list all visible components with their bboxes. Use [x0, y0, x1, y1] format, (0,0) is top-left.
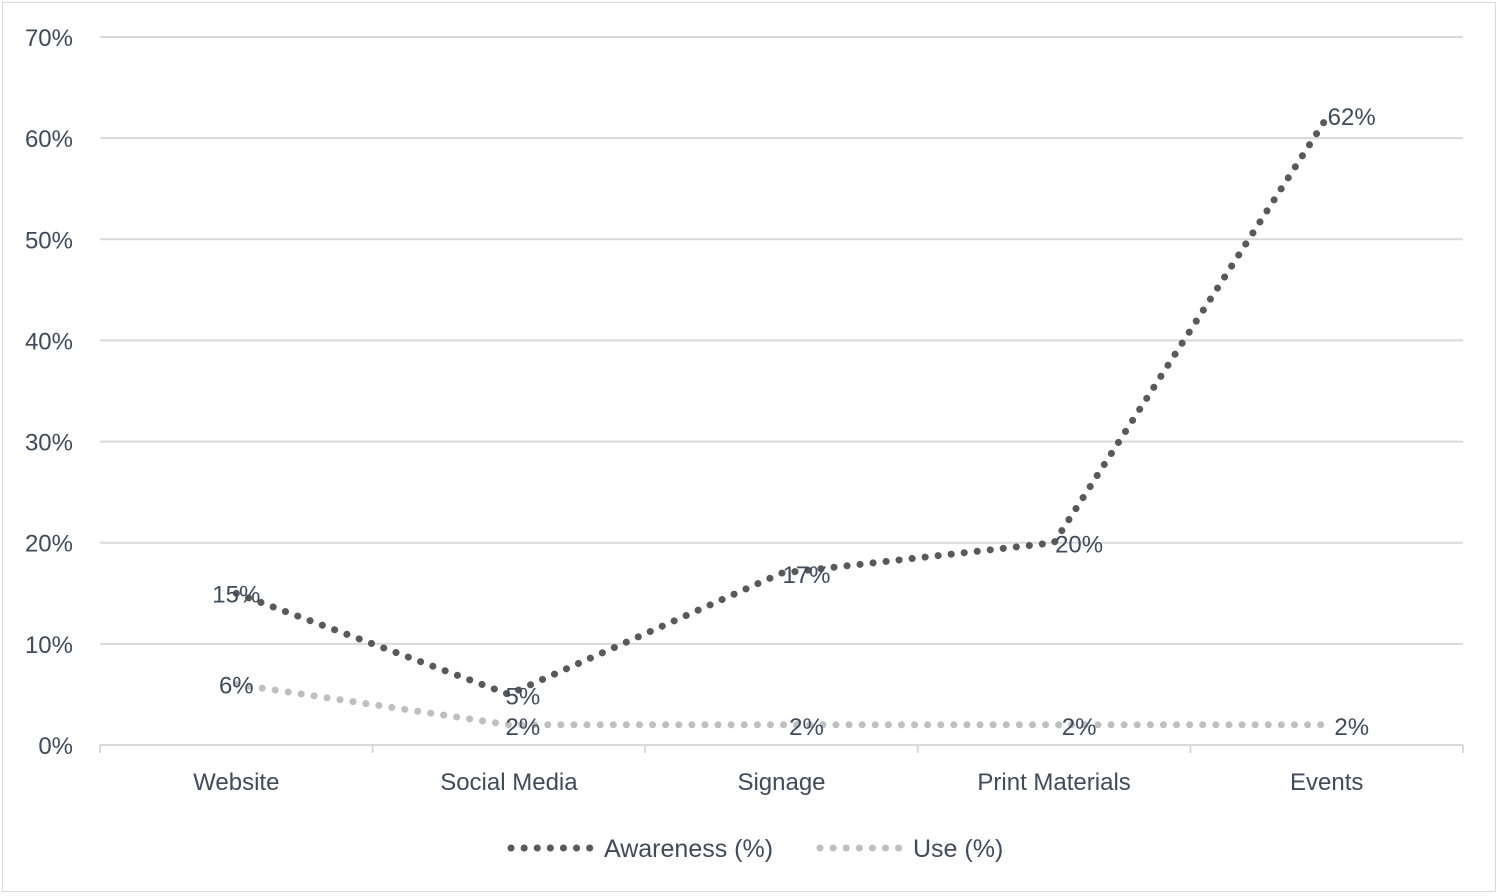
x-tick-label: Print Materials	[977, 769, 1130, 796]
data-labels: 15% 5% 17% 20% 62% 6% 2% 2% 2% 2%	[212, 104, 1375, 741]
legend-label: Awareness (%)	[604, 835, 773, 863]
data-label: 20%	[1055, 532, 1103, 559]
gridlines	[100, 36, 1463, 645]
data-label: 17%	[782, 562, 830, 589]
x-axis: Website Social Media Signage Print Material…	[99, 744, 1464, 796]
y-axis: 0% 10% 20% 30% 40% 50% 60% 70%	[25, 25, 73, 760]
series-layer	[232, 114, 1331, 729]
series-line-use	[232, 680, 1331, 729]
y-tick-label: 50%	[25, 227, 73, 254]
y-tick-label: 30%	[25, 430, 73, 457]
data-label: 5%	[506, 683, 541, 710]
y-tick-label: 60%	[25, 126, 73, 153]
x-tick-label: Events	[1290, 769, 1363, 796]
series-line-awareness	[232, 114, 1331, 698]
x-tick-label: Social Media	[440, 769, 578, 796]
x-tick-label: Website	[193, 769, 279, 796]
y-tick-label: 20%	[25, 531, 73, 558]
x-tick-label: Signage	[737, 769, 825, 796]
data-label: 2%	[1062, 714, 1097, 741]
y-tick-label: 0%	[38, 733, 73, 760]
data-label: 62%	[1328, 104, 1376, 131]
legend: Awareness (%) Use (%)	[507, 835, 1003, 863]
y-tick-label: 70%	[25, 25, 73, 52]
y-tick-label: 10%	[25, 632, 73, 659]
y-tick-label: 40%	[25, 328, 73, 355]
data-label: 2%	[506, 714, 541, 741]
data-label: 2%	[789, 714, 824, 741]
data-label: 2%	[1334, 714, 1369, 741]
data-label: 15%	[212, 581, 260, 608]
legend-label: Use (%)	[913, 835, 1003, 863]
data-label: 6%	[219, 672, 254, 699]
